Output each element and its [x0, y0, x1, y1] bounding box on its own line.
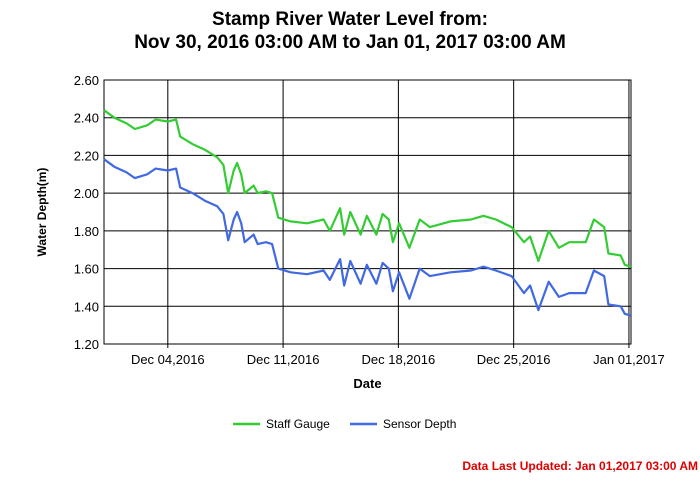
y-tick-label: 2.40 — [74, 111, 99, 126]
plot-area — [103, 79, 632, 345]
y-tick-label: 1.40 — [74, 299, 99, 314]
chart-subtitle: Nov 30, 2016 03:00 AM to Jan 01, 2017 03… — [134, 32, 566, 53]
chart-title: Stamp River Water Level from: — [212, 9, 488, 30]
y-tick-label: 1.20 — [74, 337, 99, 352]
x-tick-label: Dec 18,2016 — [362, 352, 436, 367]
legend-label: Sensor Depth — [383, 417, 456, 431]
legend-label: Staff Gauge — [266, 417, 330, 431]
y-tick-label: 1.60 — [74, 262, 99, 277]
series-line-sensor-depth — [103, 158, 632, 317]
y-axis-label: Water Depth(m) — [35, 168, 49, 257]
x-axis-label: Date — [353, 376, 381, 391]
x-tick-label: Dec 04,2016 — [131, 352, 205, 367]
x-tick-label: Dec 11,2016 — [247, 352, 320, 367]
y-tick-label: 2.00 — [74, 186, 99, 201]
y-tick-label: 2.60 — [74, 73, 99, 88]
last-updated-text: Data Last Updated: Jan 01,2017 03:00 AM — [462, 459, 698, 473]
y-tick-label: 2.20 — [74, 148, 99, 163]
x-tick-label: Jan 01,2017 — [593, 352, 665, 367]
y-tick-label: 1.80 — [74, 224, 99, 239]
series-line-staff-gauge — [103, 109, 632, 268]
x-tick-label: Dec 25,2016 — [477, 352, 551, 367]
